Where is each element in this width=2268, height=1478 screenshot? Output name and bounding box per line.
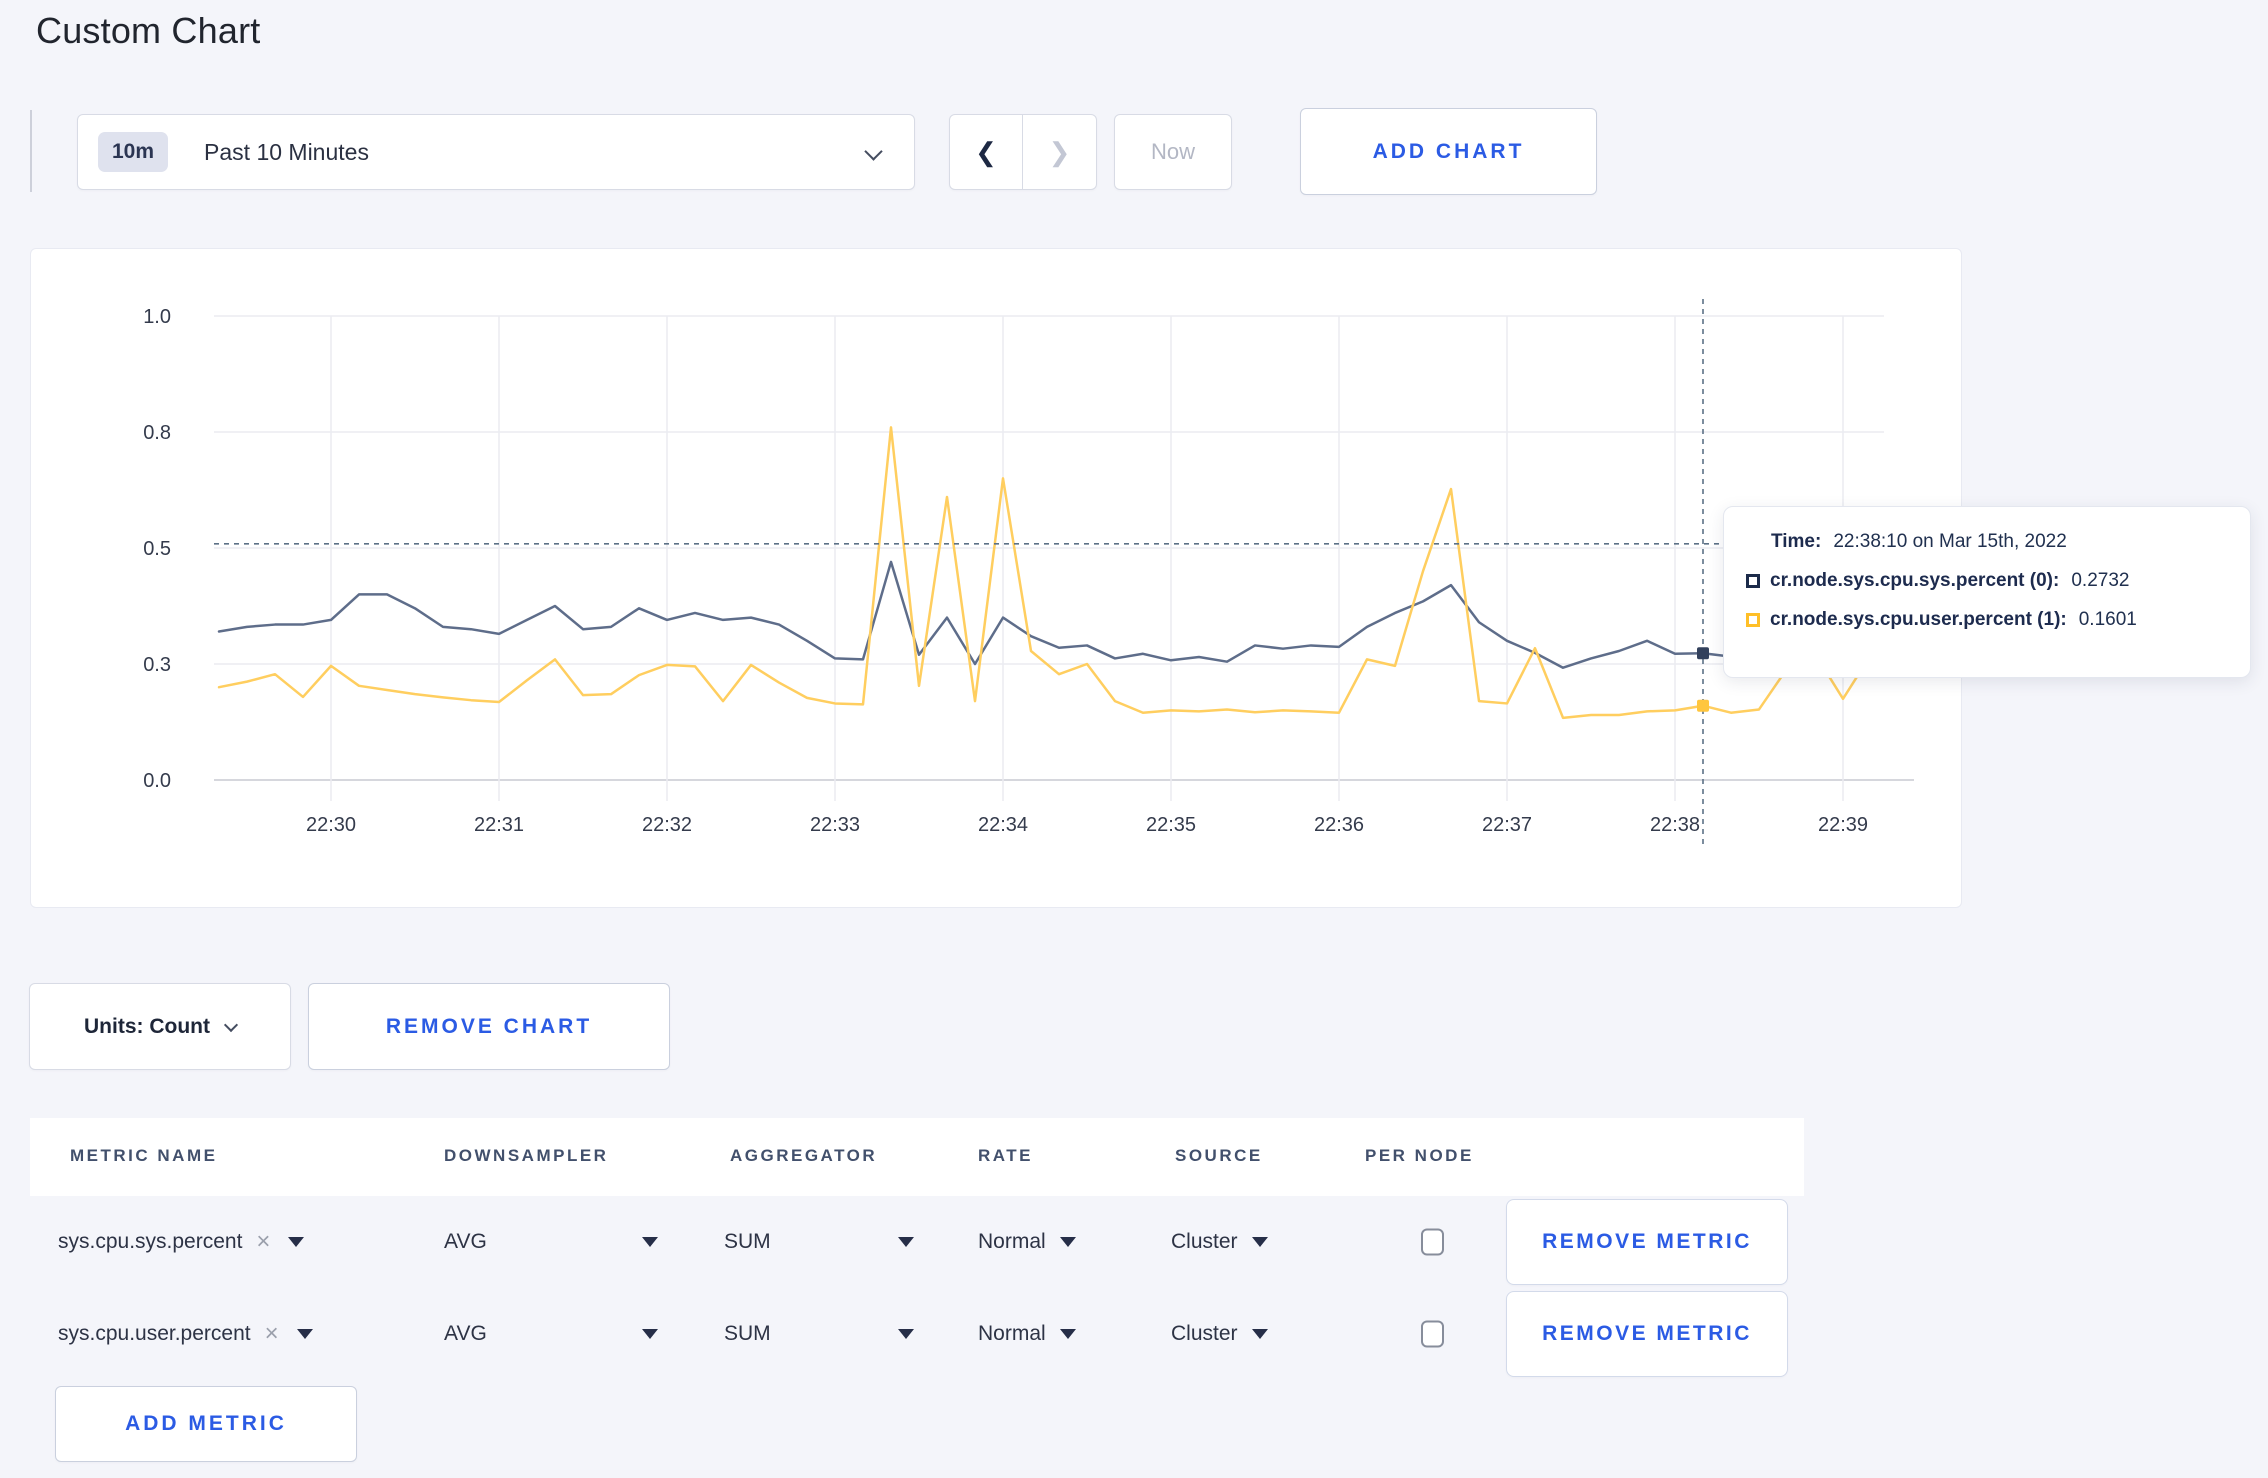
col-header-per-node: PER NODE — [1365, 1146, 1474, 1165]
metric-row: sys.cpu.sys.percent × AVG SUM Normal Clu… — [0, 1196, 2268, 1288]
chevron-right-icon: ❯ — [1048, 136, 1071, 167]
tooltip-series-value: 0.2732 — [2071, 570, 2130, 591]
clear-metric-icon[interactable]: × — [264, 1320, 279, 1347]
svg-text:22:32: 22:32 — [642, 814, 692, 836]
tooltip-series-row: cr.node.sys.cpu.sys.percent (0): 0.2732 — [1746, 570, 2230, 592]
caret-down-icon — [1059, 1237, 1076, 1247]
metric-name-select[interactable]: sys.cpu.user.percent × — [58, 1320, 313, 1348]
svg-text:22:30: 22:30 — [306, 814, 356, 836]
aggregator-value: SUM — [724, 1230, 771, 1253]
tooltip-time-label: Time: — [1771, 531, 1822, 552]
caret-down-icon — [1059, 1329, 1076, 1339]
source-select[interactable]: Cluster — [1171, 1230, 1268, 1254]
time-range-dropdown[interactable]: 10m Past 10 Minutes — [77, 114, 915, 190]
time-range-badge: 10m — [98, 132, 169, 172]
aggregator-select[interactable]: SUM — [724, 1322, 914, 1346]
tooltip-series-label: cr.node.sys.cpu.sys.percent (0): — [1770, 570, 2060, 591]
svg-text:0.5: 0.5 — [143, 538, 171, 560]
col-header-rate: RATE — [978, 1146, 1034, 1165]
caret-down-icon — [296, 1329, 313, 1339]
next-range-button[interactable]: ❯ — [1023, 115, 1096, 189]
chart-svg: 0.0 0.3 0.5 0.8 1.0 22:30 22:31 22:32 22:33 22:34… — [143, 299, 1914, 849]
remove-chart-button[interactable]: REMOVE CHART — [308, 983, 670, 1070]
tooltip-series-label: cr.node.sys.cpu.user.percent (1): — [1770, 609, 2067, 630]
caret-down-icon — [288, 1237, 305, 1247]
svg-text:22:35: 22:35 — [1146, 814, 1196, 836]
col-header-downsampler: DOWNSAMPLER — [444, 1146, 609, 1165]
aggregator-select[interactable]: SUM — [724, 1230, 914, 1254]
svg-text:1.0: 1.0 — [143, 306, 171, 328]
rate-value: Normal — [978, 1322, 1046, 1345]
chevron-down-icon — [864, 142, 883, 161]
per-node-checkbox[interactable] — [1421, 1228, 1444, 1256]
col-header-metric-name: METRIC NAME — [70, 1146, 218, 1165]
svg-text:0.8: 0.8 — [143, 422, 171, 444]
remove-metric-button[interactable]: REMOVE METRIC — [1506, 1291, 1788, 1377]
series-user-swatch-icon — [1746, 613, 1760, 627]
units-label: Units: Count — [84, 1014, 210, 1038]
rate-value: Normal — [978, 1230, 1046, 1253]
rate-select[interactable]: Normal — [978, 1230, 1076, 1254]
downsampler-value: AVG — [444, 1322, 487, 1345]
col-header-source: SOURCE — [1175, 1146, 1263, 1165]
time-range-label: Past 10 Minutes — [204, 138, 369, 165]
metric-name-value: sys.cpu.sys.percent — [58, 1230, 243, 1253]
svg-text:22:33: 22:33 — [810, 814, 860, 836]
chart-panel[interactable]: 0.0 0.3 0.5 0.8 1.0 22:30 22:31 22:32 22:33 22:34… — [30, 248, 1962, 908]
caret-down-icon — [1251, 1237, 1268, 1247]
svg-text:22:34: 22:34 — [978, 814, 1028, 836]
add-metric-button[interactable]: ADD METRIC — [55, 1386, 357, 1462]
time-nav-group: ❮ ❯ — [949, 114, 1097, 190]
units-dropdown[interactable]: Units: Count — [29, 983, 291, 1070]
caret-down-icon — [1251, 1329, 1268, 1339]
remove-metric-button[interactable]: REMOVE METRIC — [1506, 1199, 1788, 1285]
svg-text:22:31: 22:31 — [474, 814, 524, 836]
downsampler-value: AVG — [444, 1230, 487, 1253]
chevron-down-icon — [223, 1017, 239, 1032]
source-select[interactable]: Cluster — [1171, 1322, 1268, 1346]
aggregator-value: SUM — [724, 1322, 771, 1345]
source-value: Cluster — [1171, 1230, 1238, 1253]
prev-range-button[interactable]: ❮ — [950, 115, 1023, 189]
per-node-checkbox[interactable] — [1421, 1320, 1444, 1348]
svg-text:0.3: 0.3 — [143, 654, 171, 676]
svg-text:22:38: 22:38 — [1650, 814, 1700, 836]
series-sys-swatch-icon — [1746, 574, 1760, 588]
downsampler-select[interactable]: AVG — [444, 1230, 658, 1254]
tooltip-series-value: 0.1601 — [2078, 609, 2137, 630]
add-chart-button[interactable]: ADD CHART — [1300, 108, 1597, 195]
tooltip-series-row: cr.node.sys.cpu.user.percent (1): 0.1601 — [1746, 609, 2230, 631]
caret-down-icon — [642, 1237, 658, 1247]
chevron-left-icon: ❮ — [975, 136, 997, 167]
svg-text:22:36: 22:36 — [1314, 814, 1364, 836]
toolbar-divider — [30, 110, 32, 192]
caret-down-icon — [642, 1329, 658, 1339]
now-button[interactable]: Now — [1114, 114, 1232, 190]
source-value: Cluster — [1171, 1322, 1238, 1345]
caret-down-icon — [898, 1329, 914, 1339]
metric-name-value: sys.cpu.user.percent — [58, 1322, 251, 1345]
metric-name-select[interactable]: sys.cpu.sys.percent × — [58, 1228, 305, 1256]
chart-tooltip: Time: 22:38:10 on Mar 15th, 2022 cr.node.… — [1723, 506, 2251, 678]
caret-down-icon — [898, 1237, 914, 1247]
clear-metric-icon[interactable]: × — [256, 1228, 271, 1255]
metrics-table-header: METRIC NAME DOWNSAMPLER AGGREGATOR RATE … — [30, 1118, 1804, 1196]
svg-text:22:37: 22:37 — [1482, 814, 1532, 836]
svg-text:0.0: 0.0 — [143, 770, 171, 792]
page-title: Custom Chart — [36, 10, 261, 51]
downsampler-select[interactable]: AVG — [444, 1322, 658, 1346]
tooltip-time: Time: 22:38:10 on Mar 15th, 2022 — [1771, 531, 2230, 553]
rate-select[interactable]: Normal — [978, 1322, 1076, 1346]
tooltip-time-value: 22:38:10 on Mar 15th, 2022 — [1833, 531, 2067, 552]
metric-row: sys.cpu.user.percent × AVG SUM Normal Cl… — [0, 1288, 2268, 1380]
svg-text:22:39: 22:39 — [1818, 814, 1868, 836]
col-header-aggregator: AGGREGATOR — [730, 1146, 878, 1165]
